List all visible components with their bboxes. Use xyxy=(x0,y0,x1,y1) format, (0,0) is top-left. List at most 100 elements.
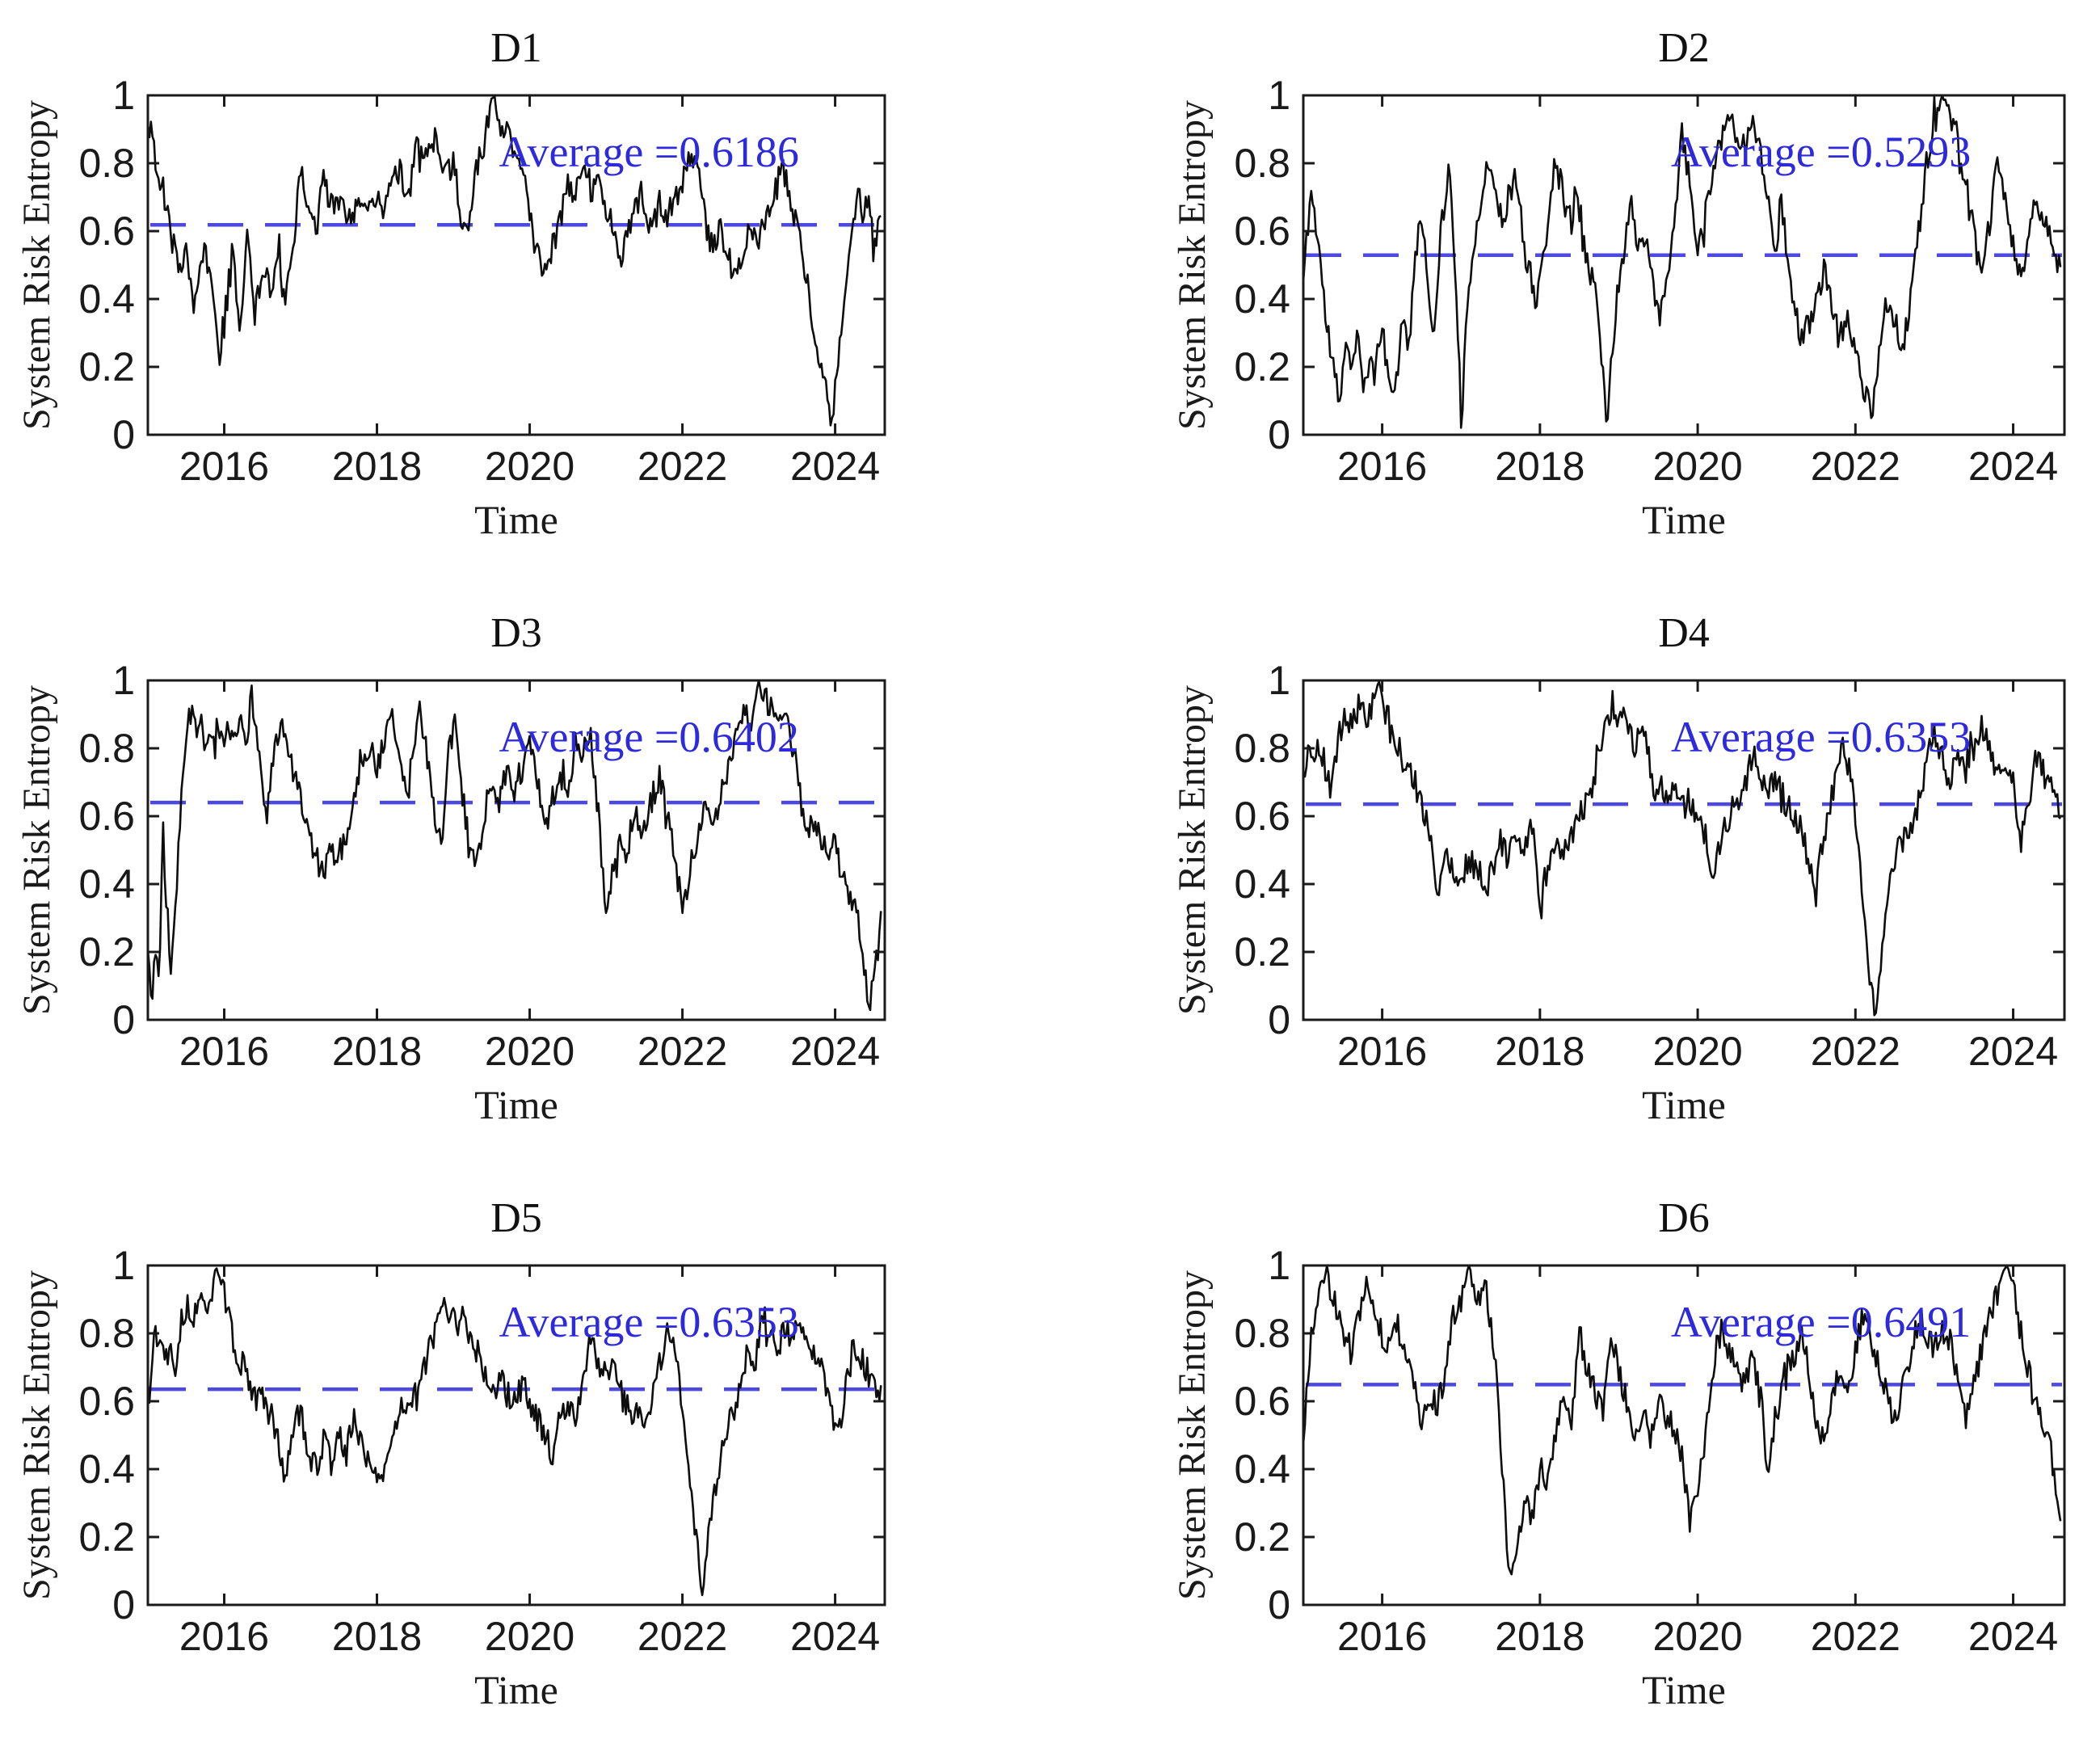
series-line xyxy=(1303,680,2061,1017)
x-tick-label: 2020 xyxy=(1652,1029,1742,1074)
chart-title: D5 xyxy=(490,1195,542,1241)
y-tick-label: 0.6 xyxy=(1234,208,1290,254)
y-tick-label: 1 xyxy=(1268,1243,1290,1288)
x-axis-label: Time xyxy=(474,497,558,542)
y-tick-label: 1 xyxy=(1268,73,1290,118)
x-tick-label: 2018 xyxy=(332,444,422,489)
x-tick-label: 2020 xyxy=(485,444,574,489)
panel-c: (c) D32016201820202022202400.20.40.60.81… xyxy=(0,585,1050,1170)
y-tick-label: 0.4 xyxy=(1234,1446,1290,1492)
panel-background xyxy=(1050,1170,2100,1755)
x-tick-label: 2022 xyxy=(638,1029,727,1074)
y-axis-label: System Risk Entropy xyxy=(15,100,58,430)
y-tick-label: 0 xyxy=(112,997,135,1042)
panel-background xyxy=(1050,585,2100,1170)
y-tick-label: 0.8 xyxy=(1234,1311,1290,1356)
x-tick-label: 2024 xyxy=(790,1614,880,1659)
x-tick-label: 2024 xyxy=(790,1029,880,1074)
chart-d5: D5 2016 2018 2020 2022 2024 0 0.2 0.4 0.6 0.8 1 Syst… xyxy=(0,1170,1050,1755)
y-tick-label: 1 xyxy=(112,658,135,703)
y-tick-label: 0.2 xyxy=(1234,344,1290,390)
x-tick-label: 2020 xyxy=(1652,1614,1742,1659)
average-annotation: Average =0.6402 xyxy=(499,713,798,761)
y-tick-label: 0 xyxy=(1268,997,1290,1042)
y-tick-label: 0.4 xyxy=(78,276,135,322)
y-tick-label: 0.8 xyxy=(1234,726,1290,771)
series-line xyxy=(146,1267,882,1597)
y-axis-label: System Risk Entropy xyxy=(1171,100,1214,430)
y-axis-label: System Risk Entropy xyxy=(15,1270,58,1600)
x-tick-label: 2018 xyxy=(1495,1614,1584,1659)
panel-background xyxy=(0,0,1050,585)
y-tick-label: 0 xyxy=(112,1582,135,1628)
x-axis-label: Time xyxy=(474,1667,558,1712)
series-line xyxy=(146,94,882,427)
chart-d2: D2 2016 2018 2020 2022 2024 0 0.2 0.4 0.6 0.8 1 Syst… xyxy=(1050,0,2100,585)
x-tick-label: 2018 xyxy=(1495,444,1584,489)
average-annotation: Average =0.6353 xyxy=(1671,713,1971,761)
panel-d: (d) D42016201820202022202400.20.40.60.81… xyxy=(1050,585,2100,1170)
x-tick-label: 2022 xyxy=(1811,1029,1900,1074)
x-tick-label: 2016 xyxy=(1337,444,1427,489)
x-tick-label: 2024 xyxy=(1968,1614,2058,1659)
y-tick-label: 0.2 xyxy=(78,1514,135,1560)
x-tick-label: 2020 xyxy=(485,1029,574,1074)
x-tick-label: 2022 xyxy=(638,1614,727,1659)
series-line xyxy=(1302,1264,2062,1576)
y-tick-label: 0 xyxy=(112,412,135,457)
y-tick-label: 0 xyxy=(1268,1582,1290,1628)
y-tick-label: 0.2 xyxy=(1234,929,1290,975)
x-tick-label: 2016 xyxy=(179,1614,269,1659)
y-tick-label: 0.6 xyxy=(1234,794,1290,839)
y-axis-label: System Risk Entropy xyxy=(15,685,58,1015)
x-tick-label: 2018 xyxy=(332,1029,422,1074)
x-tick-label: 2024 xyxy=(1968,1029,2058,1074)
panel-a: (a) D12016201820202022202400.20.40.60.81… xyxy=(0,0,1050,585)
chart-d4: D4 2016 2018 2020 2022 2024 0 0.2 0.4 0.6 0.8 1 Syst… xyxy=(1050,585,2100,1170)
x-tick-label: 2020 xyxy=(485,1614,574,1659)
y-tick-label: 0.8 xyxy=(78,141,135,186)
panel-background xyxy=(1050,0,2100,585)
y-tick-label: 0.8 xyxy=(1234,141,1290,186)
axes-box xyxy=(146,94,886,436)
chart-d3: D3 2016 2018 2020 2022 2024 0 0.2 0.4 0.6 0.8 1 Syst… xyxy=(0,585,1050,1170)
y-axis-label: System Risk Entropy xyxy=(1171,1270,1214,1600)
panel-b: (b) D22016201820202022202400.20.40.60.81… xyxy=(1050,0,2100,585)
y-tick-label: 1 xyxy=(1268,658,1290,703)
axes-box xyxy=(146,679,886,1021)
x-tick-label: 2018 xyxy=(1495,1029,1584,1074)
axes-box xyxy=(1302,94,2066,436)
x-tick-label: 2022 xyxy=(1811,1614,1900,1659)
average-annotation: Average =0.6353 xyxy=(499,1298,798,1346)
x-axis-label: Time xyxy=(474,1082,558,1127)
average-annotation: Average =0.6186 xyxy=(499,128,798,176)
x-tick-label: 2024 xyxy=(1968,444,2058,489)
x-tick-label: 2016 xyxy=(1337,1614,1427,1659)
axes-box xyxy=(146,1264,886,1607)
chart-title: D4 xyxy=(1658,610,1710,656)
y-tick-label: 0 xyxy=(1268,412,1290,457)
x-tick-label: 2022 xyxy=(1811,444,1900,489)
x-tick-label: 2016 xyxy=(1337,1029,1427,1074)
y-tick-label: 0.4 xyxy=(78,861,135,907)
x-tick-label: 2016 xyxy=(179,444,269,489)
y-tick-label: 0.2 xyxy=(78,929,135,975)
y-tick-label: 0.6 xyxy=(1234,1379,1290,1424)
x-axis-label: Time xyxy=(1642,497,1726,542)
y-tick-label: 1 xyxy=(112,73,135,118)
chart-d6: D6 2016 2018 2020 2022 2024 0 0.2 0.4 0.6 0.8 1 Syst… xyxy=(1050,1170,2100,1755)
x-axis-label: Time xyxy=(1642,1667,1726,1712)
panel-f: (f) D62016201820202022202400.20.40.60.81… xyxy=(1050,1170,2100,1756)
y-tick-label: 1 xyxy=(112,1243,135,1288)
y-tick-label: 0.4 xyxy=(1234,861,1290,907)
panel-background xyxy=(0,585,1050,1170)
y-tick-label: 0.2 xyxy=(78,344,135,390)
y-tick-label: 0.4 xyxy=(78,1446,135,1492)
chart-title: D6 xyxy=(1658,1195,1710,1241)
y-tick-label: 0.2 xyxy=(1234,1514,1290,1560)
y-tick-label: 0.6 xyxy=(78,1379,135,1424)
x-tick-label: 2024 xyxy=(790,444,880,489)
chart-title: D3 xyxy=(490,610,542,656)
panel-e: (e) D52016201820202022202400.20.40.60.81… xyxy=(0,1170,1050,1756)
